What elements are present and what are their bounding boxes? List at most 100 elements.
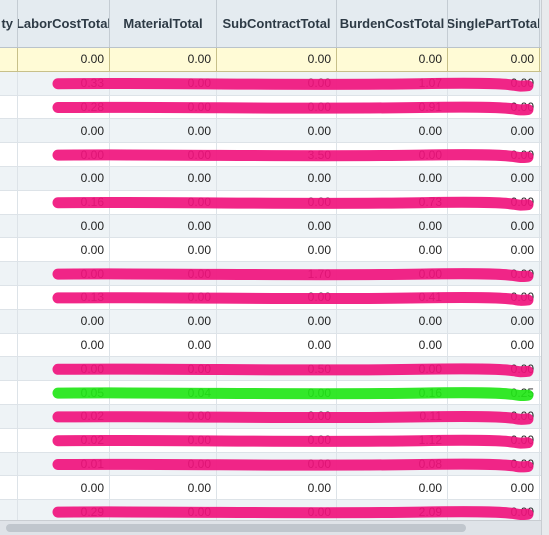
table-cell[interactable]: 0.00	[337, 214, 448, 238]
table-cell[interactable]: 0.00	[110, 119, 217, 143]
column-header-burden-cost-total[interactable]: BurdenCostTotal	[337, 0, 448, 47]
table-cell[interactable]: 0.00	[337, 357, 448, 381]
table-cell[interactable]: 0.00	[337, 166, 448, 190]
table-cell[interactable]	[0, 404, 18, 428]
table-cell[interactable]: 0.00	[217, 333, 337, 357]
table-cell[interactable]: 0.00	[448, 285, 540, 309]
table-cell[interactable]: 0.00	[217, 190, 337, 214]
table-cell[interactable]: 0.00	[337, 119, 448, 143]
table-cell[interactable]: 0.00	[217, 309, 337, 333]
table-row[interactable]: 0.00 0.00 0.00 0.00 0.00	[0, 309, 541, 334]
table-cell[interactable]	[0, 476, 18, 500]
table-cell[interactable]: 0.00	[110, 404, 217, 428]
table-row[interactable]: 0.00 0.00 1.70 0.00 0.00	[0, 262, 541, 286]
table-cell[interactable]: 3.50	[217, 143, 337, 166]
column-header-quantity[interactable]: ty	[0, 0, 18, 47]
table-cell[interactable]: 1.07	[337, 71, 448, 95]
table-cell[interactable]: 0.73	[337, 190, 448, 214]
table-cell[interactable]: 0.00	[337, 238, 448, 262]
table-row[interactable]: 0.05 0.04 0.00 0.16 0.25	[0, 381, 541, 405]
table-cell[interactable]: 0.00	[110, 333, 217, 357]
table-cell[interactable]: 0.00	[337, 476, 448, 500]
table-cell[interactable]: 0.00	[217, 381, 337, 404]
table-cell[interactable]: 0.41	[337, 285, 448, 309]
table-cell[interactable]	[0, 119, 18, 143]
table-cell[interactable]: 0.00	[448, 404, 540, 428]
table-cell[interactable]: 0.00	[448, 428, 540, 452]
vertical-scrollbar[interactable]	[541, 0, 549, 535]
table-cell[interactable]: 0.29	[18, 500, 110, 520]
table-cell[interactable]: 0.08	[337, 452, 448, 476]
table-cell[interactable]: 0.00	[217, 95, 337, 119]
table-row[interactable]: 0.00 0.00 0.00 0.00 0.00	[0, 238, 541, 263]
table-cell[interactable]: 0.00	[337, 143, 448, 166]
table-cell[interactable]	[0, 48, 18, 71]
table-cell[interactable]: 0.00	[110, 357, 217, 381]
table-cell[interactable]: 0.00	[448, 476, 540, 500]
table-cell[interactable]: 0.16	[18, 190, 110, 214]
table-cell[interactable]: 0.00	[448, 309, 540, 333]
table-cell[interactable]: 0.00	[337, 48, 448, 71]
table-cell[interactable]: 0.00	[18, 48, 110, 71]
table-row[interactable]: 0.00 0.00 0.50 0.00 0.00	[0, 357, 541, 382]
table-cell[interactable]: 0.00	[18, 238, 110, 262]
table-cell[interactable]	[0, 190, 18, 214]
table-cell[interactable]: 0.11	[337, 404, 448, 428]
table-cell[interactable]: 0.00	[110, 143, 217, 166]
table-cell[interactable]	[0, 95, 18, 119]
table-row[interactable]: 0.00 0.00 3.50 0.00 0.00	[0, 143, 541, 167]
table-cell[interactable]: 0.00	[110, 238, 217, 262]
table-cell[interactable]	[0, 357, 18, 381]
table-row[interactable]: 0.00 0.00 0.00 0.00 0.00	[0, 476, 541, 501]
table-cell[interactable]: 0.00	[18, 119, 110, 143]
table-cell[interactable]: 0.28	[18, 95, 110, 119]
table-cell[interactable]	[0, 238, 18, 262]
table-cell[interactable]: 0.00	[448, 238, 540, 262]
table-cell[interactable]: 1.70	[217, 262, 337, 285]
table-cell[interactable]: 0.00	[448, 262, 540, 285]
table-cell[interactable]: 0.00	[18, 309, 110, 333]
table-cell[interactable]: 0.00	[110, 71, 217, 95]
table-cell[interactable]: 0.00	[448, 357, 540, 381]
table-cell[interactable]: 0.04	[110, 381, 217, 404]
table-cell[interactable]: 0.25	[448, 381, 540, 404]
table-cell[interactable]: 0.13	[18, 285, 110, 309]
column-header-material-total[interactable]: MaterialTotal	[110, 0, 217, 47]
table-row[interactable]: 0.00 0.00 0.00 0.00 0.00	[0, 214, 541, 239]
table-cell[interactable]	[0, 285, 18, 309]
table-cell[interactable]: 0.50	[217, 357, 337, 381]
table-cell[interactable]: 0.00	[448, 71, 540, 95]
table-cell[interactable]: 0.00	[217, 238, 337, 262]
table-cell[interactable]: 0.00	[217, 428, 337, 452]
table-row[interactable]: 0.00 0.00 0.00 0.00 0.00	[0, 166, 541, 191]
table-cell[interactable]: 0.02	[18, 428, 110, 452]
column-header-subcontract-total[interactable]: SubContractTotal	[217, 0, 337, 47]
table-cell[interactable]: 0.05	[18, 381, 110, 404]
column-header-single-part-total[interactable]: SinglePartTotal	[448, 0, 540, 47]
table-cell[interactable]: 0.00	[110, 214, 217, 238]
table-cell[interactable]: 0.00	[110, 166, 217, 190]
table-cell[interactable]	[0, 381, 18, 404]
table-cell[interactable]	[0, 71, 18, 95]
table-cell[interactable]: 0.00	[217, 119, 337, 143]
table-cell[interactable]	[0, 143, 18, 166]
table-row[interactable]: 0.29 0.00 0.00 2.09 0.00	[0, 500, 541, 520]
table-cell[interactable]	[0, 309, 18, 333]
table-cell[interactable]: 0.00	[448, 333, 540, 357]
table-cell[interactable]: 0.00	[337, 333, 448, 357]
table-cell[interactable]: 0.00	[18, 262, 110, 285]
table-cell[interactable]: 0.00	[110, 476, 217, 500]
table-cell[interactable]: 0.00	[448, 143, 540, 166]
table-cell[interactable]: 0.00	[448, 190, 540, 214]
table-cell[interactable]: 0.00	[217, 285, 337, 309]
table-cell[interactable]: 0.00	[110, 262, 217, 285]
table-cell[interactable]: 0.01	[18, 452, 110, 476]
table-cell[interactable]: 0.00	[18, 214, 110, 238]
table-cell[interactable]: 0.00	[217, 71, 337, 95]
horizontal-scrollbar[interactable]	[0, 520, 541, 535]
table-cell[interactable]: 0.00	[110, 48, 217, 71]
table-cell[interactable]: 0.91	[337, 95, 448, 119]
table-cell[interactable]: 0.00	[110, 190, 217, 214]
table-row[interactable]: 0.33 0.00 0.00 1.07 0.00	[0, 71, 541, 96]
table-cell[interactable]	[0, 452, 18, 476]
